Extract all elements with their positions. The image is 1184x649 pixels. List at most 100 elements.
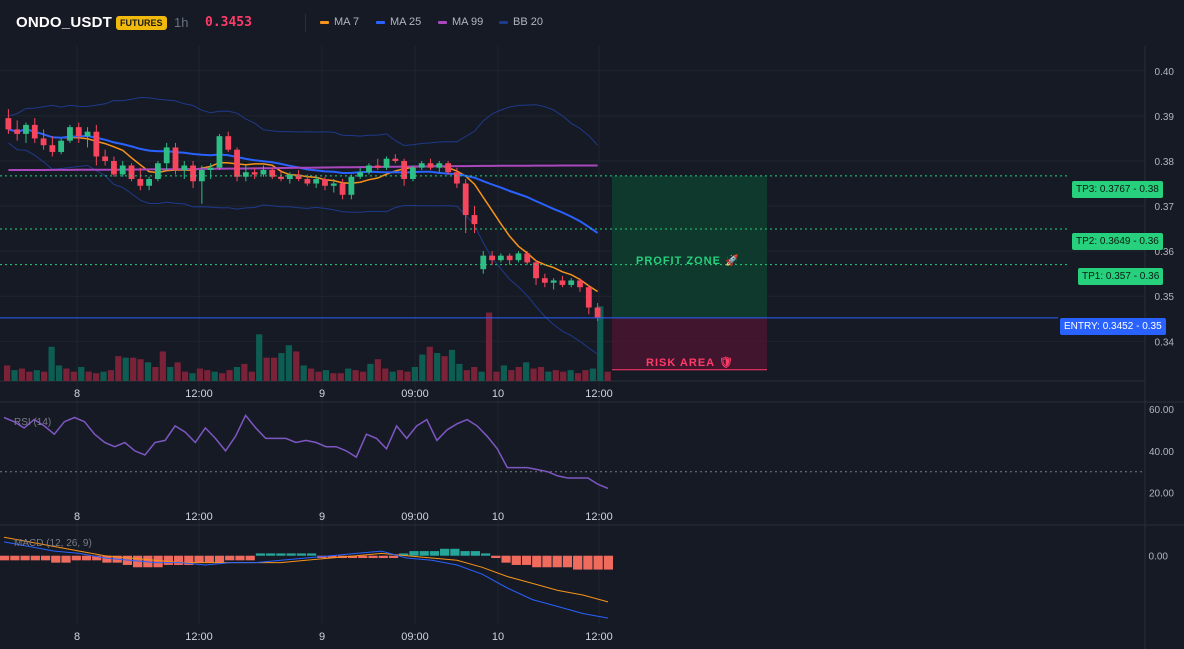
macd-histogram-bar	[542, 555, 552, 568]
candle-body	[366, 165, 372, 173]
price-tick-label: 0.36	[1155, 247, 1175, 258]
time-tick-label: 9	[319, 631, 325, 643]
volume-bar	[130, 357, 137, 381]
macd-histogram-bar	[245, 555, 255, 561]
volume-bar	[107, 370, 115, 381]
volume-bar	[567, 370, 574, 381]
volume-bar	[181, 371, 189, 381]
volume-bar	[574, 373, 582, 381]
ma99-swatch	[438, 20, 447, 24]
candle-body	[585, 287, 592, 308]
candle-body	[577, 280, 583, 288]
timeframe-label[interactable]: 1h	[174, 15, 189, 30]
candle-body	[515, 253, 522, 261]
volume-bar	[63, 368, 70, 381]
macd-histogram-bar	[102, 555, 112, 563]
candle-body	[251, 172, 258, 175]
profit-zone	[612, 175, 767, 318]
macd-histogram-bar	[163, 555, 173, 565]
legend-ma7[interactable]: MA 7	[320, 16, 359, 28]
candle-body	[357, 172, 364, 177]
volume-bar	[322, 370, 330, 381]
macd-histogram-bar	[491, 555, 501, 559]
time-tick-label: 8	[74, 388, 80, 400]
ma7-line	[8, 128, 599, 293]
macd-histogram-bar	[10, 555, 20, 561]
volume-bar	[545, 371, 552, 381]
volume-bar	[100, 371, 107, 381]
volume-bar	[456, 363, 463, 381]
macd-histogram-bar	[194, 555, 204, 563]
macd-histogram-bar	[81, 555, 92, 561]
tp2-tag: TP2: 0.3649 - 0.36	[1072, 233, 1163, 250]
macd-histogram-bar	[266, 553, 276, 556]
macd-histogram-bar	[327, 555, 337, 559]
candle-body	[146, 179, 153, 186]
candle-body	[594, 307, 601, 318]
volume-bar	[11, 370, 18, 381]
volume-bar	[330, 373, 337, 381]
candle-body	[181, 165, 188, 170]
candle-body	[234, 149, 240, 177]
grid-lines	[0, 46, 1184, 649]
volume-bar	[434, 353, 441, 381]
candle-body	[339, 183, 346, 195]
time-tick-label: 12:00	[585, 388, 613, 400]
candle-body	[49, 145, 56, 152]
volume-bar	[219, 373, 226, 381]
symbol-name[interactable]: ONDO_USDT	[16, 14, 112, 31]
time-tick-label: 9	[319, 388, 325, 400]
candle-body	[533, 262, 539, 279]
macd-line	[3, 541, 609, 619]
volume-bar	[85, 371, 92, 381]
legend-ma99-label: MA 99	[452, 16, 484, 28]
volume-bar	[478, 371, 485, 381]
candle-body	[480, 255, 487, 270]
volume-bar	[278, 353, 285, 381]
candle-body	[330, 183, 337, 186]
rsi-label: RSI (14)	[14, 417, 51, 428]
macd-histogram-bar	[307, 553, 317, 556]
macd-histogram-bar	[583, 555, 593, 570]
time-tick-label: 09:00	[401, 511, 429, 523]
candle-body	[286, 174, 293, 180]
macd-histogram-bar	[440, 548, 450, 556]
candle-body	[410, 167, 416, 180]
volume-bar	[597, 306, 604, 381]
legend-ma25[interactable]: MA 25	[376, 16, 421, 28]
time-tick-label: 8	[74, 631, 80, 643]
volume-bar	[174, 362, 181, 381]
macd-signal-line	[3, 536, 609, 603]
candle-body	[453, 172, 460, 184]
volume-bar	[411, 367, 419, 381]
time-tick-label: 12:00	[185, 631, 213, 643]
volume-bar	[604, 371, 611, 381]
volume-bar	[396, 370, 404, 381]
macd-histogram-bar	[593, 555, 603, 570]
price-tick-label: 0.35	[1155, 292, 1175, 303]
volume-bar	[144, 362, 152, 381]
time-tick-label: 8	[74, 511, 80, 523]
volume-bars	[4, 306, 611, 381]
legend-ma99[interactable]: MA 99	[438, 16, 483, 28]
candle-body	[102, 156, 109, 161]
legend-bb20[interactable]: BB 20	[499, 16, 543, 28]
macd-histogram-bar	[460, 551, 470, 556]
volume-bar	[41, 371, 48, 381]
macd-histogram-bar	[562, 555, 573, 568]
volume-bar	[115, 356, 122, 381]
volume-bar	[152, 367, 159, 381]
macd-histogram-bar	[378, 555, 388, 559]
time-tick-label: 09:00	[401, 631, 429, 643]
candle-body	[427, 163, 434, 168]
legend-bb20-label: BB 20	[513, 16, 543, 28]
volume-bar	[300, 365, 307, 381]
macd-histogram-bar	[173, 555, 184, 565]
macd-histogram-bar	[92, 555, 102, 561]
axes: 0.40 0.39 0.38 0.37 0.36 0.35 0.34 8 12:00 9 09:00…	[74, 67, 1174, 643]
time-tick-label: 12:00	[585, 511, 613, 523]
volume-bar	[537, 367, 545, 381]
volume-bar	[441, 356, 448, 381]
candle-body	[260, 169, 267, 175]
